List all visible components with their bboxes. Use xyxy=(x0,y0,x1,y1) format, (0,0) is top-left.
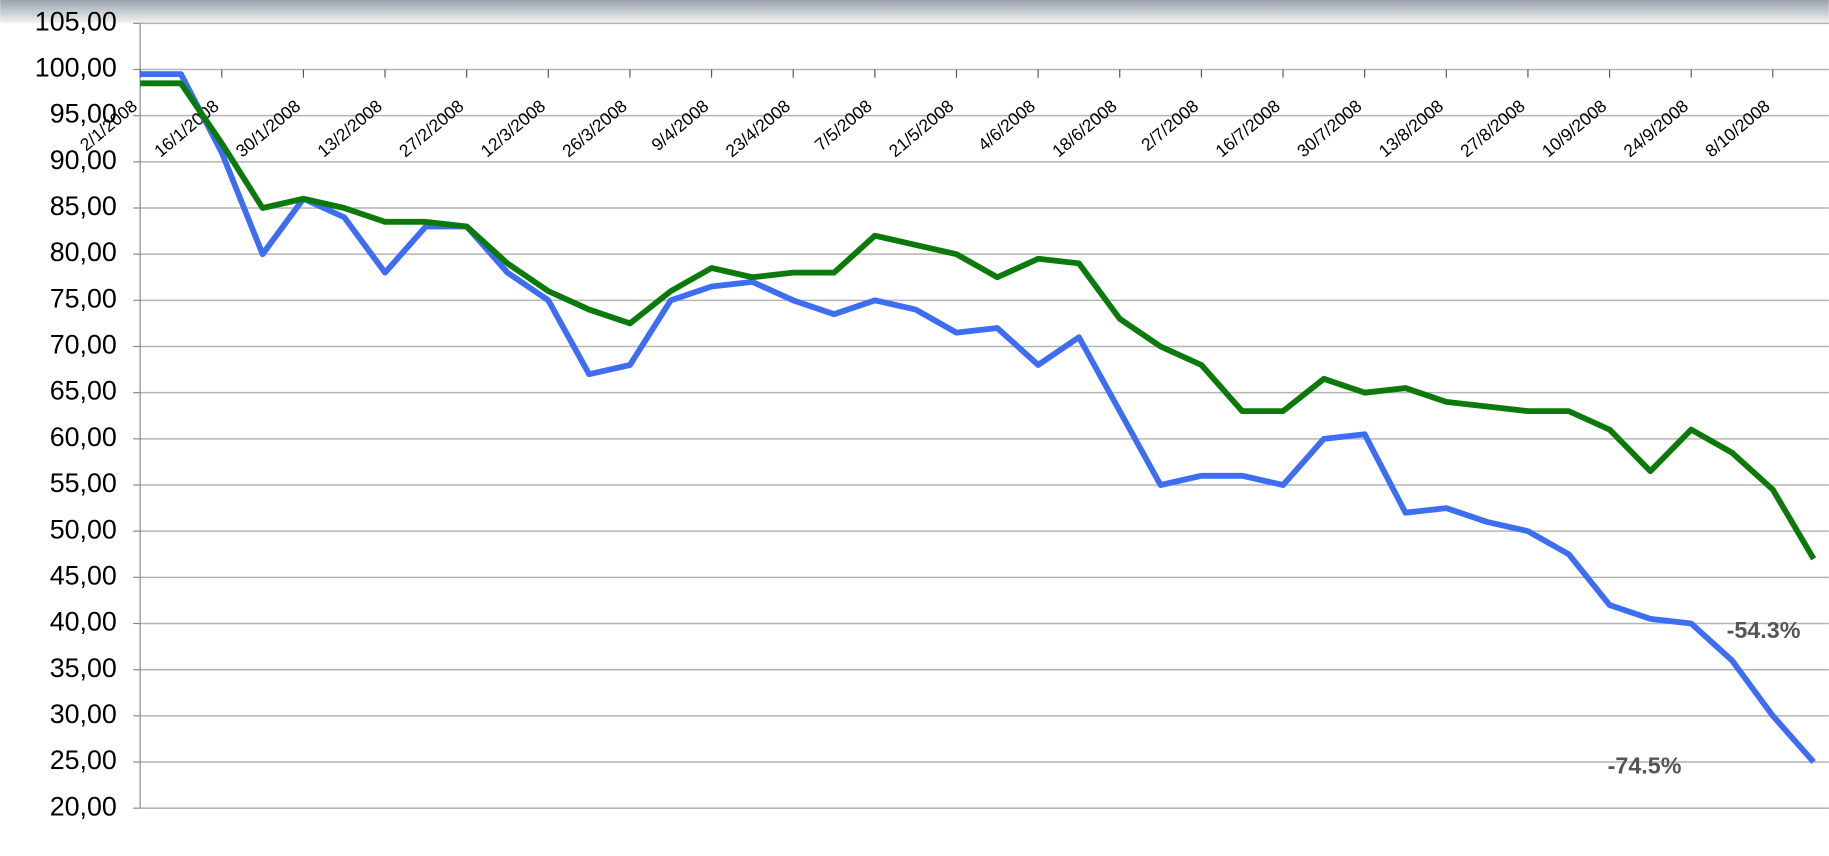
x-tick-label: 7/5/2008 xyxy=(811,96,876,155)
y-tick-label: 70,00 xyxy=(50,330,117,360)
line-series xyxy=(140,71,1816,764)
x-tick-label: 30/1/2008 xyxy=(232,96,304,161)
header-band xyxy=(0,0,1829,24)
x-tick-label: 4/6/2008 xyxy=(974,96,1039,155)
y-tick-label: 55,00 xyxy=(50,468,117,498)
y-tick-label: 90,00 xyxy=(50,145,117,175)
y-tick-label: 50,00 xyxy=(50,514,117,544)
x-tick-label: 16/7/2008 xyxy=(1211,96,1283,161)
annotation: -54.3% xyxy=(1727,617,1801,643)
x-tick-label: 30/7/2008 xyxy=(1293,96,1365,161)
y-tick-label: 80,00 xyxy=(50,237,117,267)
annotation: -74.5% xyxy=(1608,753,1682,779)
y-tick-label: 85,00 xyxy=(50,191,117,221)
y-tick-label: 25,00 xyxy=(50,745,117,775)
x-tick-label: 12/3/2008 xyxy=(477,96,549,161)
x-tick-label: 13/8/2008 xyxy=(1375,96,1447,161)
line-series xyxy=(140,80,1817,561)
x-tick-label: 23/4/2008 xyxy=(722,96,794,161)
y-tick-label: 30,00 xyxy=(50,699,117,729)
x-tick-label: 18/6/2008 xyxy=(1048,96,1120,161)
x-tick-label: 21/5/2008 xyxy=(885,96,957,161)
x-tick-label: 24/9/2008 xyxy=(1620,96,1692,161)
x-tick-label: 10/9/2008 xyxy=(1538,96,1610,161)
x-tick-label: 8/10/2008 xyxy=(1701,96,1773,161)
y-tick-label: 40,00 xyxy=(50,607,117,637)
x-tick-label: 2/7/2008 xyxy=(1137,96,1202,155)
x-tick-label: 9/4/2008 xyxy=(647,96,712,155)
y-tick-label: 100,00 xyxy=(35,53,117,83)
y-tick-label: 60,00 xyxy=(50,422,117,452)
x-tick-label: 13/2/2008 xyxy=(313,96,385,161)
y-tick-label: 20,00 xyxy=(50,791,117,821)
x-tick-label: 27/2/2008 xyxy=(395,96,467,161)
y-tick-label: 45,00 xyxy=(50,560,117,590)
x-tick-label: 27/8/2008 xyxy=(1456,96,1528,161)
y-tick-label: 105,00 xyxy=(35,6,117,36)
plot: -54.3% -74.5% xyxy=(140,71,1817,779)
y-tick-label: 95,00 xyxy=(50,99,117,129)
y-tick-label: 35,00 xyxy=(50,653,117,683)
y-tick-label: 75,00 xyxy=(50,283,117,313)
x-tick-label: 26/3/2008 xyxy=(558,96,630,161)
y-tick-label: 65,00 xyxy=(50,376,117,406)
